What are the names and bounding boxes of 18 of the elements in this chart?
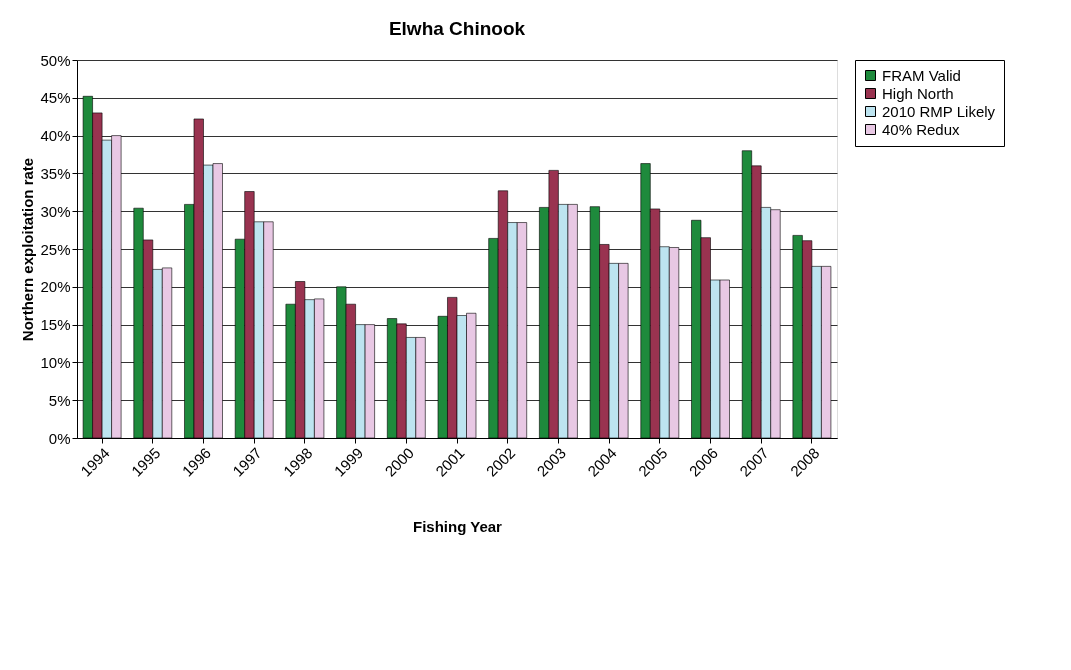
chart-title: Elwha Chinook: [388, 18, 526, 39]
y-tick-label: 15%: [40, 316, 71, 334]
y-tick-label: 40%: [40, 127, 71, 145]
legend-label: High North: [882, 84, 954, 102]
legend-label: 2010 RMP Likely: [882, 102, 996, 120]
x-axis-title: Fishing Year: [413, 517, 503, 535]
y-tick-label: 25%: [40, 240, 71, 258]
y-tick-label: 30%: [40, 202, 71, 220]
y-tick-label: 10%: [40, 353, 71, 371]
legend-label: 40% Redux: [882, 120, 961, 138]
y-tick-label: 20%: [40, 278, 71, 296]
y-tick-label: 35%: [40, 164, 71, 182]
y-tick-label: 5%: [48, 391, 71, 409]
y-axis-title: Northern exploitation rate: [19, 157, 37, 342]
y-tick-label: 0%: [48, 429, 71, 447]
y-tick-label: 50%: [40, 51, 71, 69]
legend-label: FRAM Valid: [882, 66, 961, 84]
y-tick-label: 45%: [40, 89, 71, 107]
